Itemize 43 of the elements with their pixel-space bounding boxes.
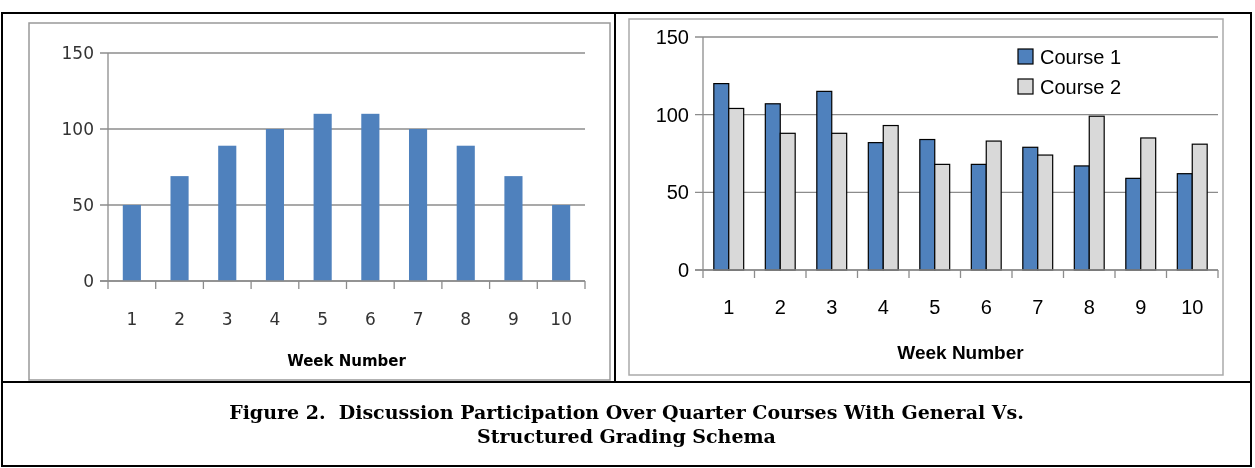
x-axis-title: Week Number <box>287 352 407 370</box>
bar <box>408 129 428 281</box>
x-tick-label: 5 <box>317 309 329 329</box>
x-tick-label: 1 <box>723 296 735 318</box>
x-tick-label: 4 <box>877 296 889 318</box>
y-tick-label: 100 <box>655 103 689 126</box>
y-tick-label: 0 <box>677 259 689 281</box>
x-tick-label: 7 <box>412 309 424 329</box>
x-tick-label: 4 <box>269 309 281 329</box>
y-tick-label: 150 <box>61 42 94 63</box>
text: Figure 2. Discussion Participation Over Quarter Courses With General Vs. Structured Grading Schema <box>228 400 1025 448</box>
x-tick-label: 2 <box>774 296 786 318</box>
bar <box>504 176 523 281</box>
x-tick-label: 9 <box>508 309 519 329</box>
bar <box>361 113 380 281</box>
y-tick-label: 0 <box>83 270 94 291</box>
x-tick-label: 10 <box>1181 296 1204 318</box>
y-tick-label: 50 <box>72 194 94 215</box>
x-tick-label: 7 <box>1032 296 1044 318</box>
x-tick-label: 3 <box>221 309 233 329</box>
legend-label: Course 2 <box>1040 76 1122 98</box>
x-tick-label: 6 <box>364 309 376 329</box>
y-tick-label: 150 <box>655 26 689 48</box>
bar <box>122 205 141 281</box>
bar <box>552 205 571 281</box>
x-tick-label: 6 <box>980 296 992 318</box>
bar <box>456 145 475 281</box>
x-tick-label: 8 <box>460 309 472 329</box>
bar <box>170 176 189 281</box>
y-tick-label: 50 <box>666 181 689 204</box>
x-tick-label: 3 <box>826 296 838 318</box>
x-tick-label: 9 <box>1135 296 1147 318</box>
x-tick-label: 5 <box>929 296 941 318</box>
bar <box>313 113 332 281</box>
y-tick-label: 100 <box>61 118 94 139</box>
x-tick-label: 1 <box>126 309 138 329</box>
x-tick-label: 10 <box>550 309 572 329</box>
x-tick-label: 2 <box>174 309 185 329</box>
bar <box>218 145 237 281</box>
bar <box>265 129 285 281</box>
x-axis-title: Week Number <box>897 342 1025 363</box>
x-tick-label: 8 <box>1083 296 1095 318</box>
legend-label: Course 1 <box>1040 46 1122 68</box>
